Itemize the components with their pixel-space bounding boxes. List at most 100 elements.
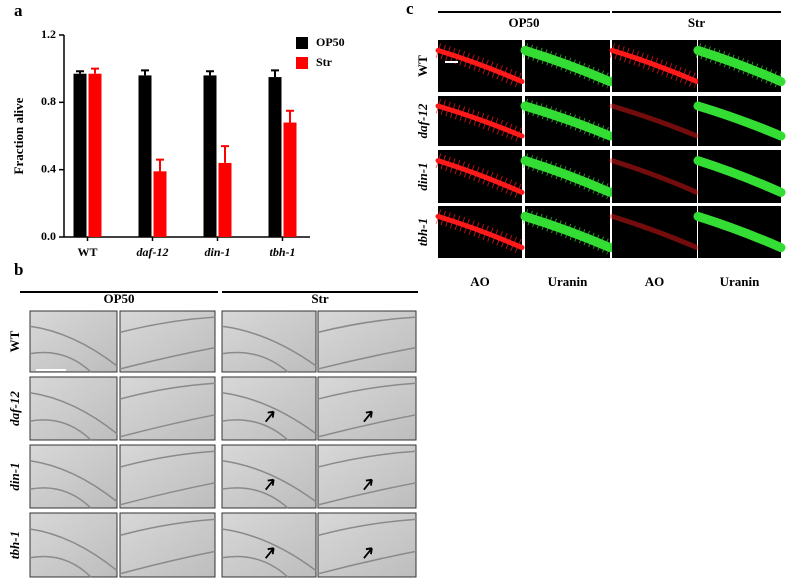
worm-signal (693, 156, 786, 197)
micrograph (29, 376, 118, 441)
micrograph (29, 444, 118, 509)
micrograph (317, 512, 417, 578)
bar (88, 73, 102, 237)
arrow (264, 547, 275, 559)
signal-speckle (435, 209, 525, 255)
micrograph (119, 376, 216, 441)
worm-outline (119, 518, 216, 575)
micrograph (317, 444, 417, 509)
panel-label: b (14, 260, 23, 279)
bar (218, 162, 232, 237)
column-label: Uranin (720, 274, 761, 289)
arrow (363, 478, 373, 491)
worm-signal (693, 101, 786, 141)
legend-label: OP50 (316, 35, 345, 49)
worm-outline (221, 392, 317, 441)
worm-signal (520, 101, 615, 141)
row-label: tbh-1 (415, 218, 430, 246)
y-tick-label: 0.0 (41, 229, 56, 243)
micrograph (221, 512, 317, 578)
worm-outline (317, 518, 417, 575)
legend-swatch (296, 37, 308, 49)
worm-signal (520, 45, 615, 87)
error-bar (271, 69, 279, 78)
y-tick-label: 0.4 (41, 161, 56, 175)
micrograph (317, 310, 417, 373)
micrograph (29, 512, 118, 578)
column-label: AO (470, 274, 490, 289)
micrograph (29, 310, 118, 373)
worm-outline (317, 382, 417, 438)
worm-outline (317, 450, 417, 506)
micrograph (612, 96, 697, 146)
worm-outline (119, 382, 216, 438)
row-label: daf-12 (415, 103, 430, 138)
row-label: din-1 (415, 162, 430, 190)
worm-signal (520, 156, 615, 197)
x-tick-label: tbh-1 (269, 245, 295, 259)
signal-speckle (435, 153, 526, 200)
worm-signal (609, 103, 700, 139)
bar (283, 122, 297, 237)
x-tick-label: daf-12 (137, 245, 169, 259)
worm-outline (29, 460, 118, 509)
arrow (264, 478, 275, 491)
legend-label: Str (316, 55, 333, 69)
column-label: Uranin (548, 274, 589, 289)
micrograph (119, 512, 216, 578)
bar (268, 77, 282, 237)
micrograph (119, 444, 216, 509)
worm-signal (609, 47, 700, 85)
panel-label: c (406, 0, 414, 18)
row-label: tbh-1 (7, 531, 22, 559)
y-tick-label: 0.8 (41, 94, 56, 108)
error-bar (286, 109, 294, 123)
worm-outline (29, 528, 118, 578)
error-bar (141, 69, 149, 76)
error-bar (206, 70, 214, 76)
condition-header: OP50 (103, 291, 134, 306)
x-tick-label: WT (77, 245, 97, 259)
worm-outline (221, 528, 317, 578)
micrograph (221, 444, 317, 509)
micrograph (119, 310, 216, 373)
condition-header: Str (688, 15, 706, 30)
worm-outline (119, 316, 216, 370)
micrograph (612, 150, 697, 203)
bar (138, 75, 152, 238)
worm-signal (609, 158, 700, 195)
worm-outline (317, 316, 417, 370)
error-bar (91, 67, 99, 74)
bar (73, 73, 87, 237)
error-bar (76, 70, 84, 74)
worm-outline (119, 450, 216, 506)
y-tick-label: 1.2 (41, 27, 56, 41)
arrow (363, 547, 373, 559)
signal-speckle (435, 98, 525, 143)
arrow (363, 410, 373, 423)
row-label: din-1 (7, 462, 22, 490)
worm-outline (221, 325, 317, 373)
worm-outline (29, 392, 118, 441)
y-axis-label: Fraction alive (11, 97, 26, 174)
row-label: WT (7, 330, 22, 352)
column-label: AO (645, 274, 665, 289)
worm-signal (693, 45, 786, 87)
error-bar (221, 145, 229, 163)
error-bar (156, 158, 164, 172)
micrograph (221, 376, 317, 441)
condition-header: Str (311, 291, 329, 306)
row-label: WT (415, 55, 430, 77)
worm-signal (520, 211, 615, 253)
bar (203, 75, 217, 238)
worm-outline (29, 325, 118, 373)
panel-label: a (14, 1, 23, 20)
signal-speckle (435, 43, 525, 89)
worm-outline (221, 460, 317, 509)
condition-header: OP50 (508, 15, 539, 30)
micrograph (221, 310, 317, 373)
micrograph (612, 206, 697, 258)
arrow (264, 410, 275, 423)
x-tick-label: din-1 (204, 245, 230, 259)
